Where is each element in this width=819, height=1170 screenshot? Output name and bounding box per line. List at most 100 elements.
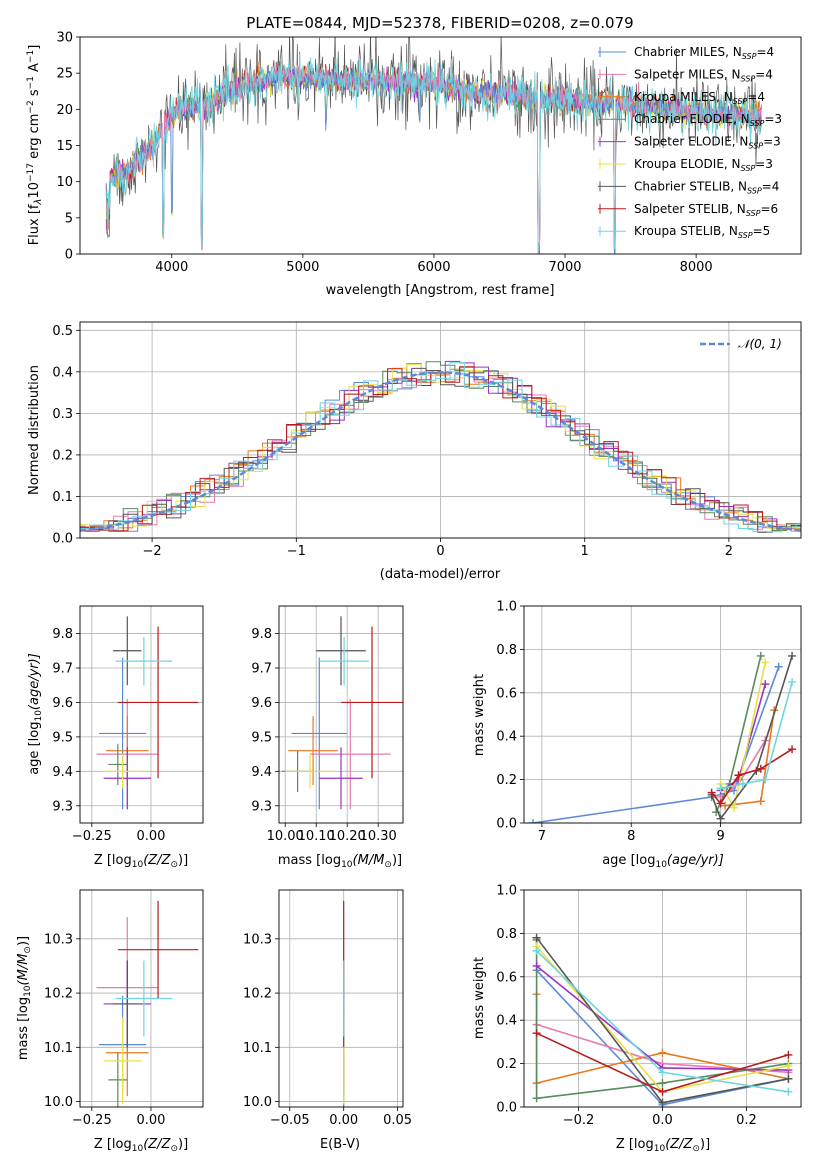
axes-frame [79, 889, 204, 1108]
weight-marker [532, 1094, 541, 1103]
weight-vs-z-panel: −0.2 0.0 0.2 0.0 0.2 0.4 0.6 0.8 1.0 Z [log10(Z/… [472, 884, 802, 1154]
error-bar [117, 626, 199, 779]
axes-frame [79, 321, 802, 539]
y-tick-label: 0.8 [496, 643, 517, 658]
mass-vs-z-ylabel: mass [log10(M/M⊙)] [16, 936, 33, 1060]
histogram-step [80, 367, 801, 533]
x-tick-label: −0.2 [563, 1113, 595, 1128]
y-tick-label: 1.0 [496, 884, 517, 899]
x-tick-label: 7000 [548, 260, 581, 275]
weight-marker [734, 771, 743, 780]
weight-vs-age-xlabel: age [log10(age/yr)] [602, 853, 724, 870]
weight-lines [528, 651, 797, 823]
legend-entry: Kroupa STELIB, NSSP=5 [598, 224, 770, 240]
mass-vs-z-panel: −0.25 0.00 10.0 10.1 10.2 10.3 Z [log10(Z/Z⊙)… [16, 889, 204, 1154]
y-tick-label: 9.3 [52, 799, 73, 814]
reference-legend-label: 𝒩(0, 1) [738, 337, 782, 351]
histograms [80, 360, 801, 533]
y-tick-label: 0.0 [496, 1101, 517, 1116]
error-bar [108, 1052, 128, 1107]
legend-entry: Salpeter MILES, NSSP=4 [598, 67, 773, 83]
y-tick-label: 0.4 [496, 730, 517, 745]
x-tick-label: 1 [581, 544, 589, 559]
y-tick-label: 0.2 [496, 1057, 517, 1072]
mass-vs-ebv-xlabel: E(B-V) [320, 1137, 360, 1152]
age-vs-mass-xlabel: mass [log10(M/M⊙)] [278, 853, 402, 870]
x-tick-label: −0.25 [72, 829, 112, 844]
y-tick-label: 0.3 [52, 407, 73, 422]
histogram-step [80, 361, 801, 532]
age-vs-z-ylabel: age [log10(age/yr)] [27, 653, 44, 775]
weight-marker [788, 677, 797, 686]
x-tick-label: −0.25 [72, 1113, 112, 1128]
spectrum-ylabel: Flux [fλ10−17 erg cm−2 s−1 A−1] [26, 45, 44, 246]
x-tick-label: 0.00 [136, 1113, 165, 1128]
y-tick-label: 0.0 [496, 817, 517, 832]
error-bar [341, 626, 403, 779]
y-tick-label: 5 [65, 211, 73, 226]
weight-marker [721, 801, 730, 810]
y-tick-label: 10.3 [44, 932, 73, 947]
x-tick-label: 2 [725, 544, 733, 559]
y-tick-label: 10.2 [243, 987, 272, 1002]
weight-marker [738, 779, 747, 788]
legend-entry: Chabrier ELODIE, NSSP=3 [598, 112, 782, 128]
y-tick-label: 10.0 [243, 1095, 272, 1110]
weight-vs-z-plot-area: −0.2 0.0 0.2 0.0 0.2 0.4 0.6 0.8 1.0 [496, 884, 802, 1128]
weight-marker [716, 784, 725, 793]
error-bar [103, 747, 151, 810]
error-bar [291, 657, 348, 810]
weight-marker [658, 1068, 667, 1077]
age-vs-z-plot-area: −0.25 0.00 9.3 9.4 9.5 9.6 9.7 9.8 [52, 605, 204, 844]
error-bar [319, 747, 363, 810]
histogram-step [80, 362, 801, 533]
error-bars [282, 616, 403, 810]
weight-marker [716, 814, 725, 823]
residuals-xlabel: (data-model)/error [380, 567, 501, 582]
legend-label: Chabrier STELIB, NSSP=4 [634, 179, 779, 195]
legend-label: Chabrier MILES, NSSP=4 [634, 45, 774, 61]
y-tick-label: 9.8 [52, 627, 73, 642]
y-tick-label: 10.1 [243, 1041, 272, 1056]
error-bar [285, 754, 335, 789]
legend-entry: Chabrier MILES, NSSP=4 [598, 45, 774, 61]
legend-label: Kroupa ELODIE, NSSP=3 [634, 157, 773, 173]
weight-vs-age-plot-area: 7 8 9 0.0 0.2 0.4 0.6 0.8 1.0 [496, 600, 802, 844]
weight-marker [532, 1029, 541, 1038]
y-tick-label: 0.2 [52, 448, 73, 463]
y-tick-label: 0.4 [52, 365, 73, 380]
error-bar [316, 616, 366, 686]
weight-marker [532, 961, 541, 970]
weight-vs-z-ylabel: mass weight [472, 957, 487, 1039]
x-tick-label: 0.00 [136, 829, 165, 844]
error-bars [96, 900, 199, 1107]
y-tick-label: 0 [65, 248, 73, 263]
weight-marker [784, 1087, 793, 1096]
x-tick-label: −0.05 [270, 1113, 310, 1128]
mass-vs-z-plot-area: −0.25 0.00 10.0 10.1 10.2 10.3 [44, 889, 204, 1128]
weight-marker [532, 933, 541, 942]
gaussian-reference-curve [80, 371, 801, 532]
legend-label: Chabrier ELODIE, NSSP=3 [634, 112, 782, 128]
weight-marker [716, 799, 725, 808]
age-vs-z-panel: −0.25 0.00 9.3 9.4 9.5 9.6 9.7 9.8 Z [log10(Z/Z… [27, 605, 204, 870]
error-bar [113, 960, 142, 1048]
weight-marker [761, 680, 770, 689]
weight-marker [784, 1050, 793, 1059]
mass-vs-z-xlabel: Z [log10(Z/Z⊙)] [94, 1137, 188, 1154]
x-tick-label: 0.2 [736, 1113, 757, 1128]
legend-label: Salpeter ELODIE, NSSP=3 [634, 135, 781, 151]
weight-marker [528, 819, 537, 823]
weight-line [532, 666, 780, 823]
weight-marker [729, 803, 738, 812]
error-bar [103, 1017, 142, 1105]
x-tick-label: 0.00 [329, 1113, 358, 1128]
weight-marker [774, 662, 783, 671]
axes-frame [79, 36, 802, 255]
y-tick-label: 0.1 [52, 490, 73, 505]
y-tick-label: 30 [56, 31, 73, 46]
weight-marker [756, 797, 765, 806]
spectrum-lines [105, 37, 762, 254]
legend-entry: Salpeter STELIB, NSSP=6 [598, 202, 778, 218]
